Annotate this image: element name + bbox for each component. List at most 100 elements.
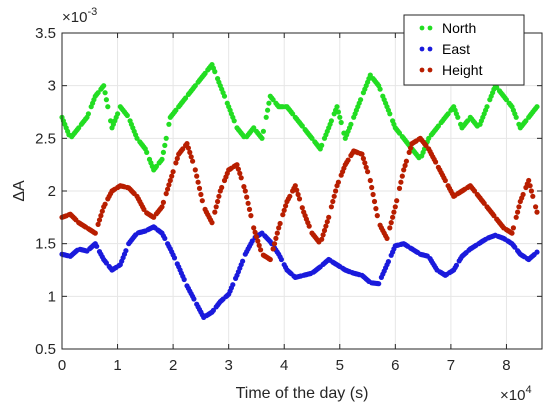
data-point — [213, 204, 219, 210]
x-axis-label: Time of the day (s) — [236, 385, 369, 402]
data-point — [162, 142, 168, 148]
data-point — [248, 213, 254, 219]
data-point — [246, 206, 253, 212]
y-tick-label: 2 — [48, 183, 56, 200]
data-point — [520, 191, 526, 198]
y-exponent-base: ×10 — [62, 9, 87, 26]
data-point — [392, 204, 398, 210]
data-point — [277, 220, 283, 227]
data-point — [171, 255, 178, 261]
data-point — [396, 130, 403, 136]
data-point — [292, 183, 298, 189]
y-axis-label: ΔA — [11, 180, 28, 202]
data-point — [471, 188, 478, 194]
y-tick-label: 1 — [48, 288, 56, 305]
data-point — [165, 186, 171, 192]
x-tick-label: 7 — [447, 357, 455, 374]
data-point — [453, 262, 459, 268]
data-point — [335, 109, 341, 115]
data-point — [331, 193, 337, 199]
data-point — [396, 185, 403, 191]
data-point — [465, 118, 471, 124]
data-point — [345, 157, 351, 163]
data-point — [387, 225, 393, 231]
data-point — [123, 248, 129, 254]
data-point — [249, 238, 255, 244]
data-point — [166, 121, 172, 127]
data-point — [153, 163, 159, 169]
data-point — [358, 97, 364, 103]
legend-marker — [419, 46, 425, 52]
data-point — [265, 107, 271, 113]
data-point — [183, 95, 189, 101]
data-point — [102, 201, 108, 207]
data-point — [320, 232, 326, 238]
data-point — [184, 141, 190, 147]
x-exponent-power: 4 — [525, 384, 531, 396]
data-point — [94, 243, 100, 249]
data-point — [370, 191, 376, 198]
data-point — [365, 169, 371, 175]
data-point — [377, 86, 383, 92]
y-tick-label: 2.5 — [35, 130, 56, 147]
data-point — [512, 244, 518, 250]
data-point — [481, 200, 487, 206]
data-point — [202, 70, 208, 76]
x-exponent-base: ×10 — [500, 387, 525, 404]
y-tick-label: 3.5 — [35, 25, 56, 42]
legend-marker — [427, 25, 433, 31]
data-point — [387, 111, 393, 117]
data-point — [244, 194, 250, 200]
data-point — [403, 158, 409, 164]
data-point — [230, 282, 236, 288]
data-point — [367, 72, 373, 78]
data-point — [530, 193, 536, 199]
y-axis-exponent: ×10-3 — [62, 6, 97, 26]
data-point — [260, 128, 266, 134]
series-layer — [59, 62, 540, 320]
data-point — [192, 167, 198, 173]
data-point — [280, 212, 286, 218]
data-point — [309, 135, 315, 141]
data-point — [259, 135, 265, 141]
data-point — [334, 104, 340, 110]
data-point — [299, 205, 305, 211]
y-tick-label: 3 — [48, 78, 56, 95]
data-point — [256, 242, 262, 248]
x-tick-label: 1 — [113, 357, 121, 374]
data-point — [283, 203, 289, 209]
legend-item: North — [419, 20, 476, 36]
data-point — [191, 296, 197, 302]
data-point — [324, 219, 330, 225]
data-point — [212, 69, 218, 75]
data-point — [402, 162, 408, 169]
data-point — [503, 97, 509, 103]
legend-label: East — [442, 41, 470, 57]
data-point — [258, 247, 264, 253]
data-point — [166, 182, 172, 188]
data-point — [85, 111, 91, 117]
data-point — [299, 123, 305, 129]
data-point — [215, 198, 221, 205]
data-point — [241, 184, 247, 190]
data-point — [348, 121, 354, 127]
data-point — [134, 135, 140, 141]
data-point — [278, 256, 284, 263]
data-point — [103, 97, 109, 103]
data-point — [95, 221, 101, 227]
data-point — [533, 204, 539, 210]
data-point — [192, 83, 198, 89]
data-point — [159, 204, 165, 210]
data-point — [516, 204, 522, 210]
data-point — [181, 276, 187, 283]
data-point — [306, 223, 312, 229]
series-height — [59, 135, 540, 263]
legend-marker — [427, 67, 433, 73]
data-point — [394, 198, 400, 204]
data-point — [103, 260, 109, 266]
data-point — [408, 145, 414, 151]
data-point — [388, 220, 394, 226]
data-point — [534, 249, 540, 255]
data-point — [173, 160, 179, 166]
data-point — [141, 206, 147, 212]
